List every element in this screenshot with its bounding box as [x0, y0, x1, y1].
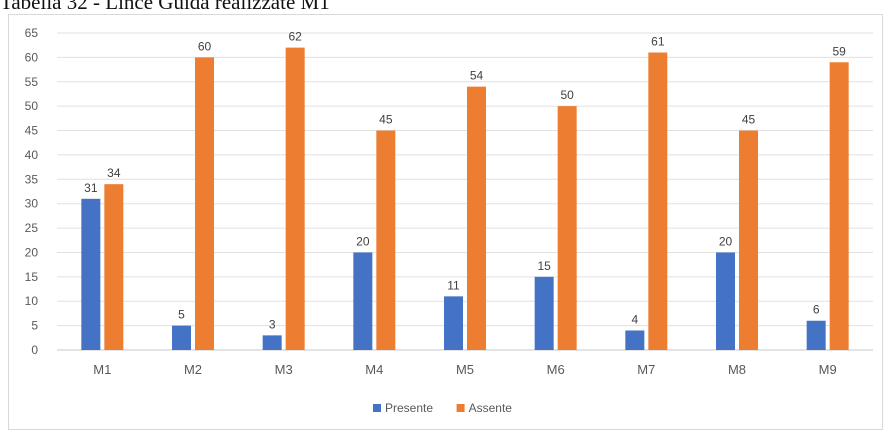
data-label: 34 [107, 166, 121, 180]
bar-assente-m8 [739, 130, 758, 350]
bar-assente-m2 [195, 57, 214, 351]
y-tick-label: 20 [25, 245, 39, 259]
data-label: 61 [651, 35, 665, 49]
legend-swatch-assente [456, 404, 465, 412]
x-tick-label: M4 [365, 362, 383, 377]
y-tick-label: 35 [25, 172, 39, 186]
bar-assente-m4 [376, 130, 396, 350]
data-label: 6 [813, 303, 820, 317]
y-tick-label: 10 [25, 294, 39, 308]
legend-label: Presente [385, 401, 433, 415]
y-tick-label: 50 [25, 99, 39, 113]
data-label: 4 [631, 312, 638, 326]
data-label: 45 [379, 113, 393, 127]
data-label: 59 [832, 44, 846, 58]
x-tick-label: M9 [819, 362, 837, 377]
legend-swatch-presente [373, 404, 381, 412]
bar-presente-m5 [444, 296, 463, 350]
x-tick-label: M1 [93, 362, 111, 377]
y-axis-tick-labels: 0 5 10 15 20 25 30 35 40 45 50 55 60 65 [25, 26, 39, 357]
y-tick-label: 25 [25, 221, 39, 235]
data-label: 20 [719, 234, 733, 248]
x-tick-label: M7 [637, 362, 655, 377]
bar-assente-m6 [557, 106, 577, 351]
y-tick-label: 15 [25, 270, 39, 284]
x-tick-label: M5 [456, 362, 474, 377]
y-tick-label: 65 [25, 26, 39, 40]
y-tick-label: 5 [31, 319, 38, 333]
bar-presente-m3 [262, 335, 282, 350]
gridlines [57, 32, 873, 351]
x-tick-label: M3 [275, 362, 293, 377]
y-tick-label: 0 [31, 343, 38, 357]
data-label: 15 [537, 259, 551, 273]
x-tick-label: M6 [547, 362, 565, 377]
table-caption: Tabella 32 - Lince Guida realizzate M1 [0, 0, 330, 14]
x-tick-label: M2 [184, 362, 202, 377]
bar-presente-m4 [353, 252, 373, 350]
x-tick-label: M8 [728, 362, 746, 377]
y-tick-label: 60 [25, 50, 39, 64]
bar-presente-m1 [81, 198, 101, 350]
chart-frame [8, 14, 883, 430]
bar-assente-m1 [104, 184, 124, 350]
bar-presente-m2 [172, 325, 191, 350]
data-label: 5 [178, 308, 185, 322]
data-label: 60 [198, 39, 212, 53]
legend-label: Assente [469, 401, 513, 415]
y-tick-label: 30 [25, 197, 39, 211]
y-tick-label: 55 [25, 75, 39, 89]
data-label: 20 [356, 234, 370, 248]
y-tick-label: 45 [25, 124, 39, 138]
bar-assente-m5 [467, 86, 486, 351]
bar-assente-m9 [829, 62, 849, 351]
y-tick-label: 40 [25, 148, 39, 162]
data-label: 31 [84, 181, 98, 195]
bar-presente-m9 [806, 320, 826, 350]
bar-series [81, 47, 849, 351]
data-label: 11 [447, 278, 460, 292]
bar-assente-m3 [285, 47, 305, 350]
bar-assente-m7 [648, 52, 668, 350]
data-label: 50 [560, 88, 574, 102]
bar-presente-m6 [534, 276, 554, 350]
data-label: 45 [742, 113, 756, 127]
bar-presente-m7 [625, 330, 645, 350]
data-labels: 31 34 5 60 3 62 20 45 11 54 15 50 4 61 20 45 6 59 [84, 30, 846, 332]
data-label: 54 [470, 69, 484, 83]
legend: Presente Assente [373, 401, 512, 415]
bar-presente-m8 [716, 252, 735, 350]
data-label: 62 [288, 30, 302, 44]
x-axis-tick-labels: M1 M2 M3 M4 M5 M6 M7 M8 M9 [93, 362, 836, 377]
data-label: 3 [269, 317, 276, 331]
